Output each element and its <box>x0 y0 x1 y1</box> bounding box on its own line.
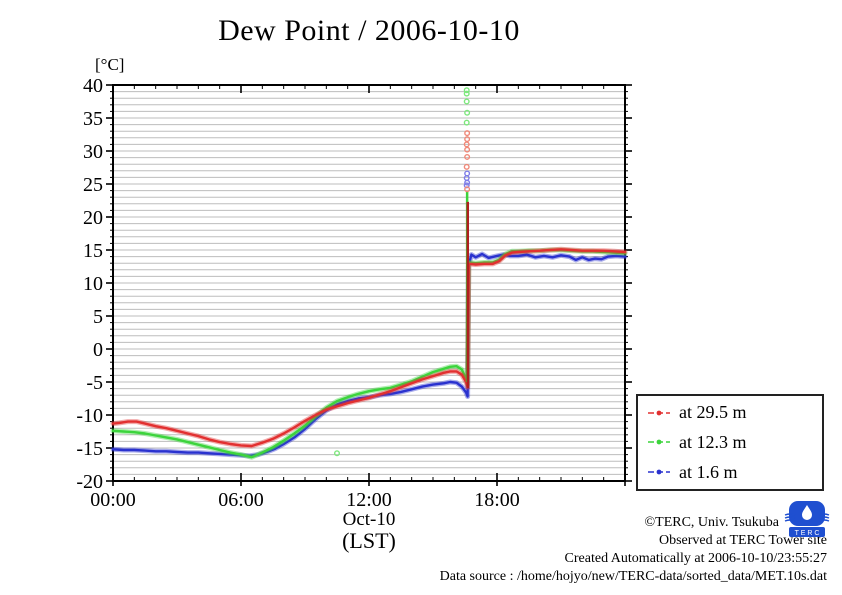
legend-label: at 29.5 m <box>679 402 747 423</box>
svg-text:18:00: 18:00 <box>474 489 520 511</box>
svg-text:12:00: 12:00 <box>346 489 392 511</box>
svg-text:40: 40 <box>83 75 103 97</box>
svg-text:30: 30 <box>83 141 103 163</box>
legend-label: at 1.6 m <box>679 461 738 482</box>
x-axis-date-label: Oct-10 <box>342 509 396 530</box>
y-axis-tick-labels: 40 35 30 25 20 15 10 5 0 -5 -10 -15 -20 <box>76 75 103 493</box>
svg-text:15: 15 <box>83 240 103 262</box>
svg-text:-10: -10 <box>76 405 103 427</box>
y-axis-ticks <box>106 84 632 482</box>
svg-text:-5: -5 <box>86 372 103 394</box>
x-axis-ticks <box>112 85 626 486</box>
legend-item-12-3m: at 12.3 m <box>647 432 822 453</box>
terc-logo: T E R C <box>784 501 830 537</box>
plot-gridlines <box>113 91 625 475</box>
x-axis-timezone-label: (LST) <box>342 528 396 553</box>
terc-logo-text: T E R C <box>795 530 820 537</box>
legend-item-1-6m: at 1.6 m <box>647 462 822 483</box>
series-at-1-6-m <box>110 251 628 459</box>
svg-text:10: 10 <box>83 273 103 295</box>
legend-marker-red <box>648 410 670 416</box>
svg-text:00:00: 00:00 <box>90 489 136 511</box>
legend-item-29-5m: at 29.5 m <box>647 402 822 423</box>
svg-text:5: 5 <box>93 306 103 328</box>
footer-annotations: ©TERC, Univ. Tsukuba Observed at TERC To… <box>440 514 827 586</box>
data-source-text: Data source : /home/hojyo/new/TERC-data/… <box>439 569 827 584</box>
series-at-12-3-m <box>110 247 628 460</box>
page-title: Dew Point / 2006-10-10 <box>218 14 520 47</box>
copyright-text: ©TERC, Univ. Tsukuba <box>644 515 780 530</box>
observed-site-text: Observed at TERC Tower site <box>658 533 827 548</box>
created-timestamp-text: Created Automatically at 2006-10-10/23:5… <box>564 551 827 566</box>
anomaly-spike <box>334 87 471 457</box>
legend-marker-green <box>648 440 670 445</box>
x-axis-tick-labels: 00:00 06:00 12:00 18:00 <box>90 489 520 511</box>
legend-box: at 29.5 m at 12.3 m at 1.6 m <box>636 394 824 491</box>
series-at-29-5-m <box>110 246 628 449</box>
svg-text:-15: -15 <box>76 438 103 460</box>
svg-text:35: 35 <box>83 108 103 130</box>
svg-text:0: 0 <box>93 339 103 361</box>
svg-text:20: 20 <box>83 207 103 229</box>
legend-label: at 12.3 m <box>679 431 747 452</box>
svg-text:-20: -20 <box>76 471 103 493</box>
svg-text:06:00: 06:00 <box>218 489 264 511</box>
y-axis-unit-label: [°C] <box>95 55 125 74</box>
svg-text:25: 25 <box>83 174 103 196</box>
legend-marker-blue <box>648 469 670 475</box>
